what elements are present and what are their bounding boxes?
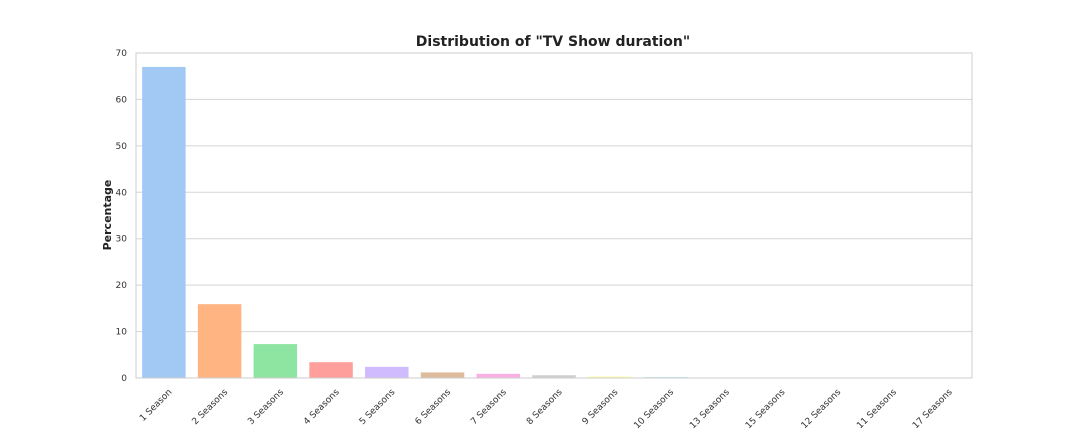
x-tick-label: 8 Seasons bbox=[525, 387, 565, 427]
y-axis-label: Percentage bbox=[101, 180, 114, 251]
x-tick-label: 2 Seasons bbox=[191, 387, 231, 427]
y-tick-label: 50 bbox=[116, 142, 128, 152]
x-tick-label: 3 Seasons bbox=[246, 387, 286, 427]
y-tick-label: 30 bbox=[116, 235, 128, 245]
y-tick-label: 10 bbox=[116, 328, 128, 338]
bar bbox=[365, 366, 409, 378]
x-tick-label: 9 Seasons bbox=[581, 387, 621, 427]
grid-lines bbox=[136, 52, 972, 379]
x-tick-label: 7 Seasons bbox=[469, 387, 509, 427]
y-tick-label: 70 bbox=[116, 49, 128, 59]
plot-frame bbox=[135, 52, 973, 379]
bar bbox=[309, 362, 353, 378]
bars bbox=[142, 66, 966, 379]
x-tick-label: 12 Seasons bbox=[800, 387, 844, 431]
x-tick-label: 5 Seasons bbox=[358, 387, 398, 427]
bar bbox=[142, 66, 186, 378]
y-tick-label: 60 bbox=[116, 95, 128, 105]
x-tick-label: 1 Season bbox=[138, 388, 174, 424]
bar bbox=[197, 304, 242, 378]
x-tick-label: 6 Seasons bbox=[414, 387, 454, 427]
chart-title: Distribution of "TV Show duration" bbox=[416, 34, 690, 50]
bar bbox=[532, 375, 576, 378]
bar bbox=[476, 373, 521, 378]
x-tick-label: 17 Seasons bbox=[911, 387, 955, 431]
y-tick-label: 0 bbox=[121, 374, 127, 384]
x-tick-label: 4 Seasons bbox=[302, 387, 342, 427]
x-tick-label: 11 Seasons bbox=[855, 387, 899, 431]
bar bbox=[253, 344, 298, 378]
y-tick-label: 20 bbox=[116, 281, 128, 291]
x-tick-labels: 1 Season 2 Seasons 3 Seasons 4 Seasons 5 Sea… bbox=[138, 387, 955, 431]
bar bbox=[420, 372, 465, 378]
x-tick-label: 15 Seasons bbox=[744, 387, 788, 431]
bar bbox=[587, 376, 632, 378]
x-tick-label: 13 Seasons bbox=[688, 387, 732, 431]
x-tick-label: 10 Seasons bbox=[632, 387, 676, 431]
y-tick-label: 40 bbox=[116, 188, 128, 198]
y-tick-labels: 0 10 20 30 40 50 60 70 bbox=[116, 49, 128, 384]
